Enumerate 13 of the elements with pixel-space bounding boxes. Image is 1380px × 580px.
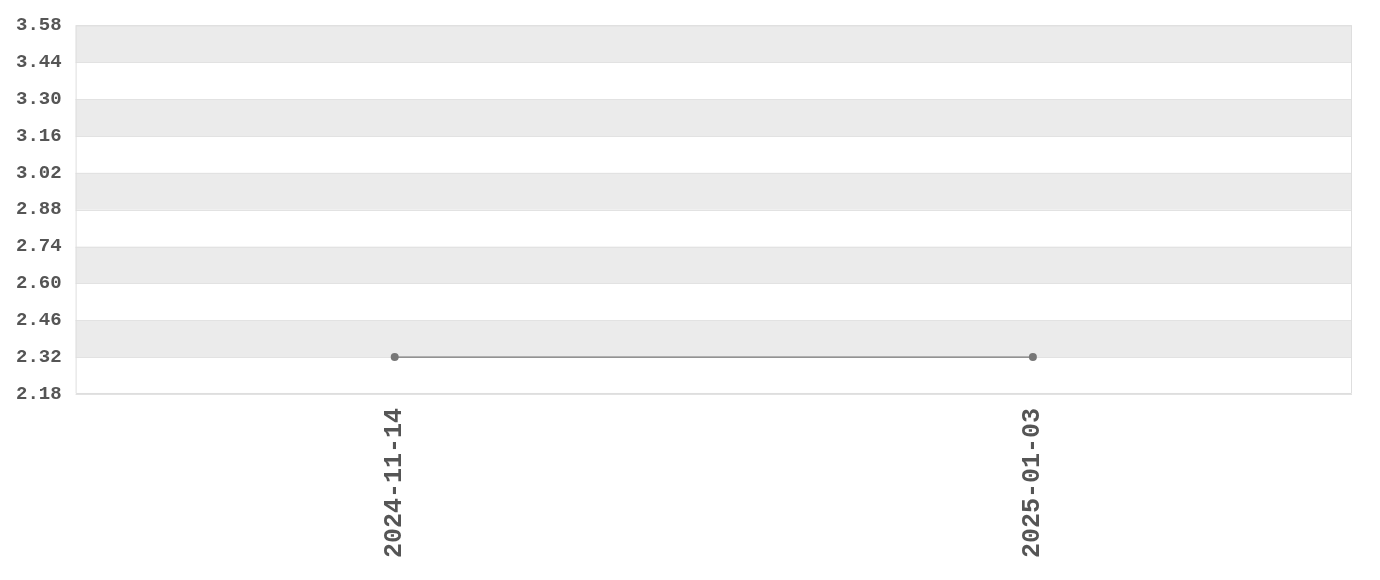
y-tick-label: 3.16 xyxy=(16,124,62,147)
y-tick-label: 2.60 xyxy=(16,272,62,295)
x-tick-label: 2025-01-03 xyxy=(1018,407,1048,559)
y-tick-label: 2.46 xyxy=(16,309,62,332)
y-tick-label: 3.44 xyxy=(16,51,62,74)
y-tick-label: 3.58 xyxy=(16,14,62,37)
y-tick-label: 3.02 xyxy=(16,161,62,184)
x-tick-label: 2024-11-14 xyxy=(380,407,409,559)
y-tick-label: 2.74 xyxy=(16,235,62,258)
y-tick-label: 2.88 xyxy=(16,198,62,221)
y-tick-label: 2.18 xyxy=(16,382,62,405)
y-tick-label: 2.32 xyxy=(16,345,62,368)
y-tick-label: 3.30 xyxy=(16,87,62,110)
